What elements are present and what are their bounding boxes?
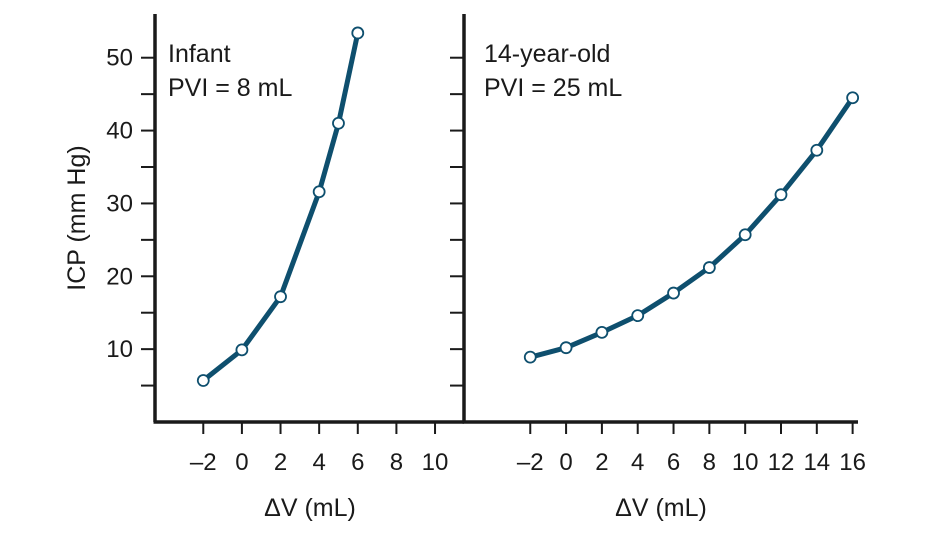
series-line <box>200 30 361 383</box>
x-tick-label: 14 <box>803 449 830 476</box>
panel-annotation: Infant <box>168 40 231 68</box>
data-point <box>196 374 210 387</box>
y-tick-label: 40 <box>106 118 133 145</box>
x-tick-label: 2 <box>274 449 287 476</box>
x-tick-label: 0 <box>559 449 572 476</box>
x-tick-label: 8 <box>703 449 716 476</box>
y-tick-label: 20 <box>106 263 133 290</box>
panel-annotation: PVI = 25 mL <box>484 74 622 102</box>
data-point <box>351 26 365 40</box>
data-point <box>312 185 326 199</box>
y-tick-label: 30 <box>106 190 133 217</box>
chart-panel-2: –2 0 2 4 6 8 10 12 14 16 ΔV (mL) 14-year-old PVI = 2… <box>450 14 866 522</box>
data-point <box>559 341 573 355</box>
x-tick-label: 0 <box>235 449 248 476</box>
x-tick-label: 8 <box>390 449 403 476</box>
data-point <box>595 325 609 339</box>
x-tick-label: 2 <box>595 449 608 476</box>
y-tick-label: 50 <box>106 45 133 72</box>
panel-annotation: 14-year-old <box>484 40 610 68</box>
x-tick-label: 10 <box>732 449 759 476</box>
chart-panel-1: 10 20 30 40 50 –2 0 2 4 6 8 10 ΔV (mL) ICP (mm Hg) Inf… <box>63 14 464 522</box>
data-point <box>235 343 249 357</box>
x-tick-label: –2 <box>190 449 217 476</box>
data-point <box>774 188 788 202</box>
data-point <box>810 143 824 157</box>
data-point <box>274 290 287 304</box>
x-axis-label: ΔV (mL) <box>615 494 707 522</box>
data-point <box>332 116 345 130</box>
series-line <box>527 95 856 360</box>
data-point <box>667 286 680 300</box>
data-point <box>631 309 645 323</box>
data-point <box>523 350 537 364</box>
x-tick-label: 16 <box>839 449 866 476</box>
panel-annotation: PVI = 8 mL <box>168 74 292 102</box>
x-tick-label: 4 <box>631 449 644 476</box>
x-tick-label: 6 <box>667 449 680 476</box>
x-tick-label: 12 <box>768 449 795 476</box>
x-axis-label: ΔV (mL) <box>264 494 356 522</box>
data-point <box>702 261 716 274</box>
x-tick-label: 4 <box>312 449 325 476</box>
y-tick-label: 10 <box>106 336 133 363</box>
x-tick-label: 10 <box>422 449 449 476</box>
x-tick-label: –2 <box>517 449 544 476</box>
data-point <box>846 91 860 105</box>
x-tick-label: 6 <box>351 449 364 476</box>
data-point <box>738 228 752 242</box>
y-axis-label: ICP (mm Hg) <box>63 145 91 290</box>
